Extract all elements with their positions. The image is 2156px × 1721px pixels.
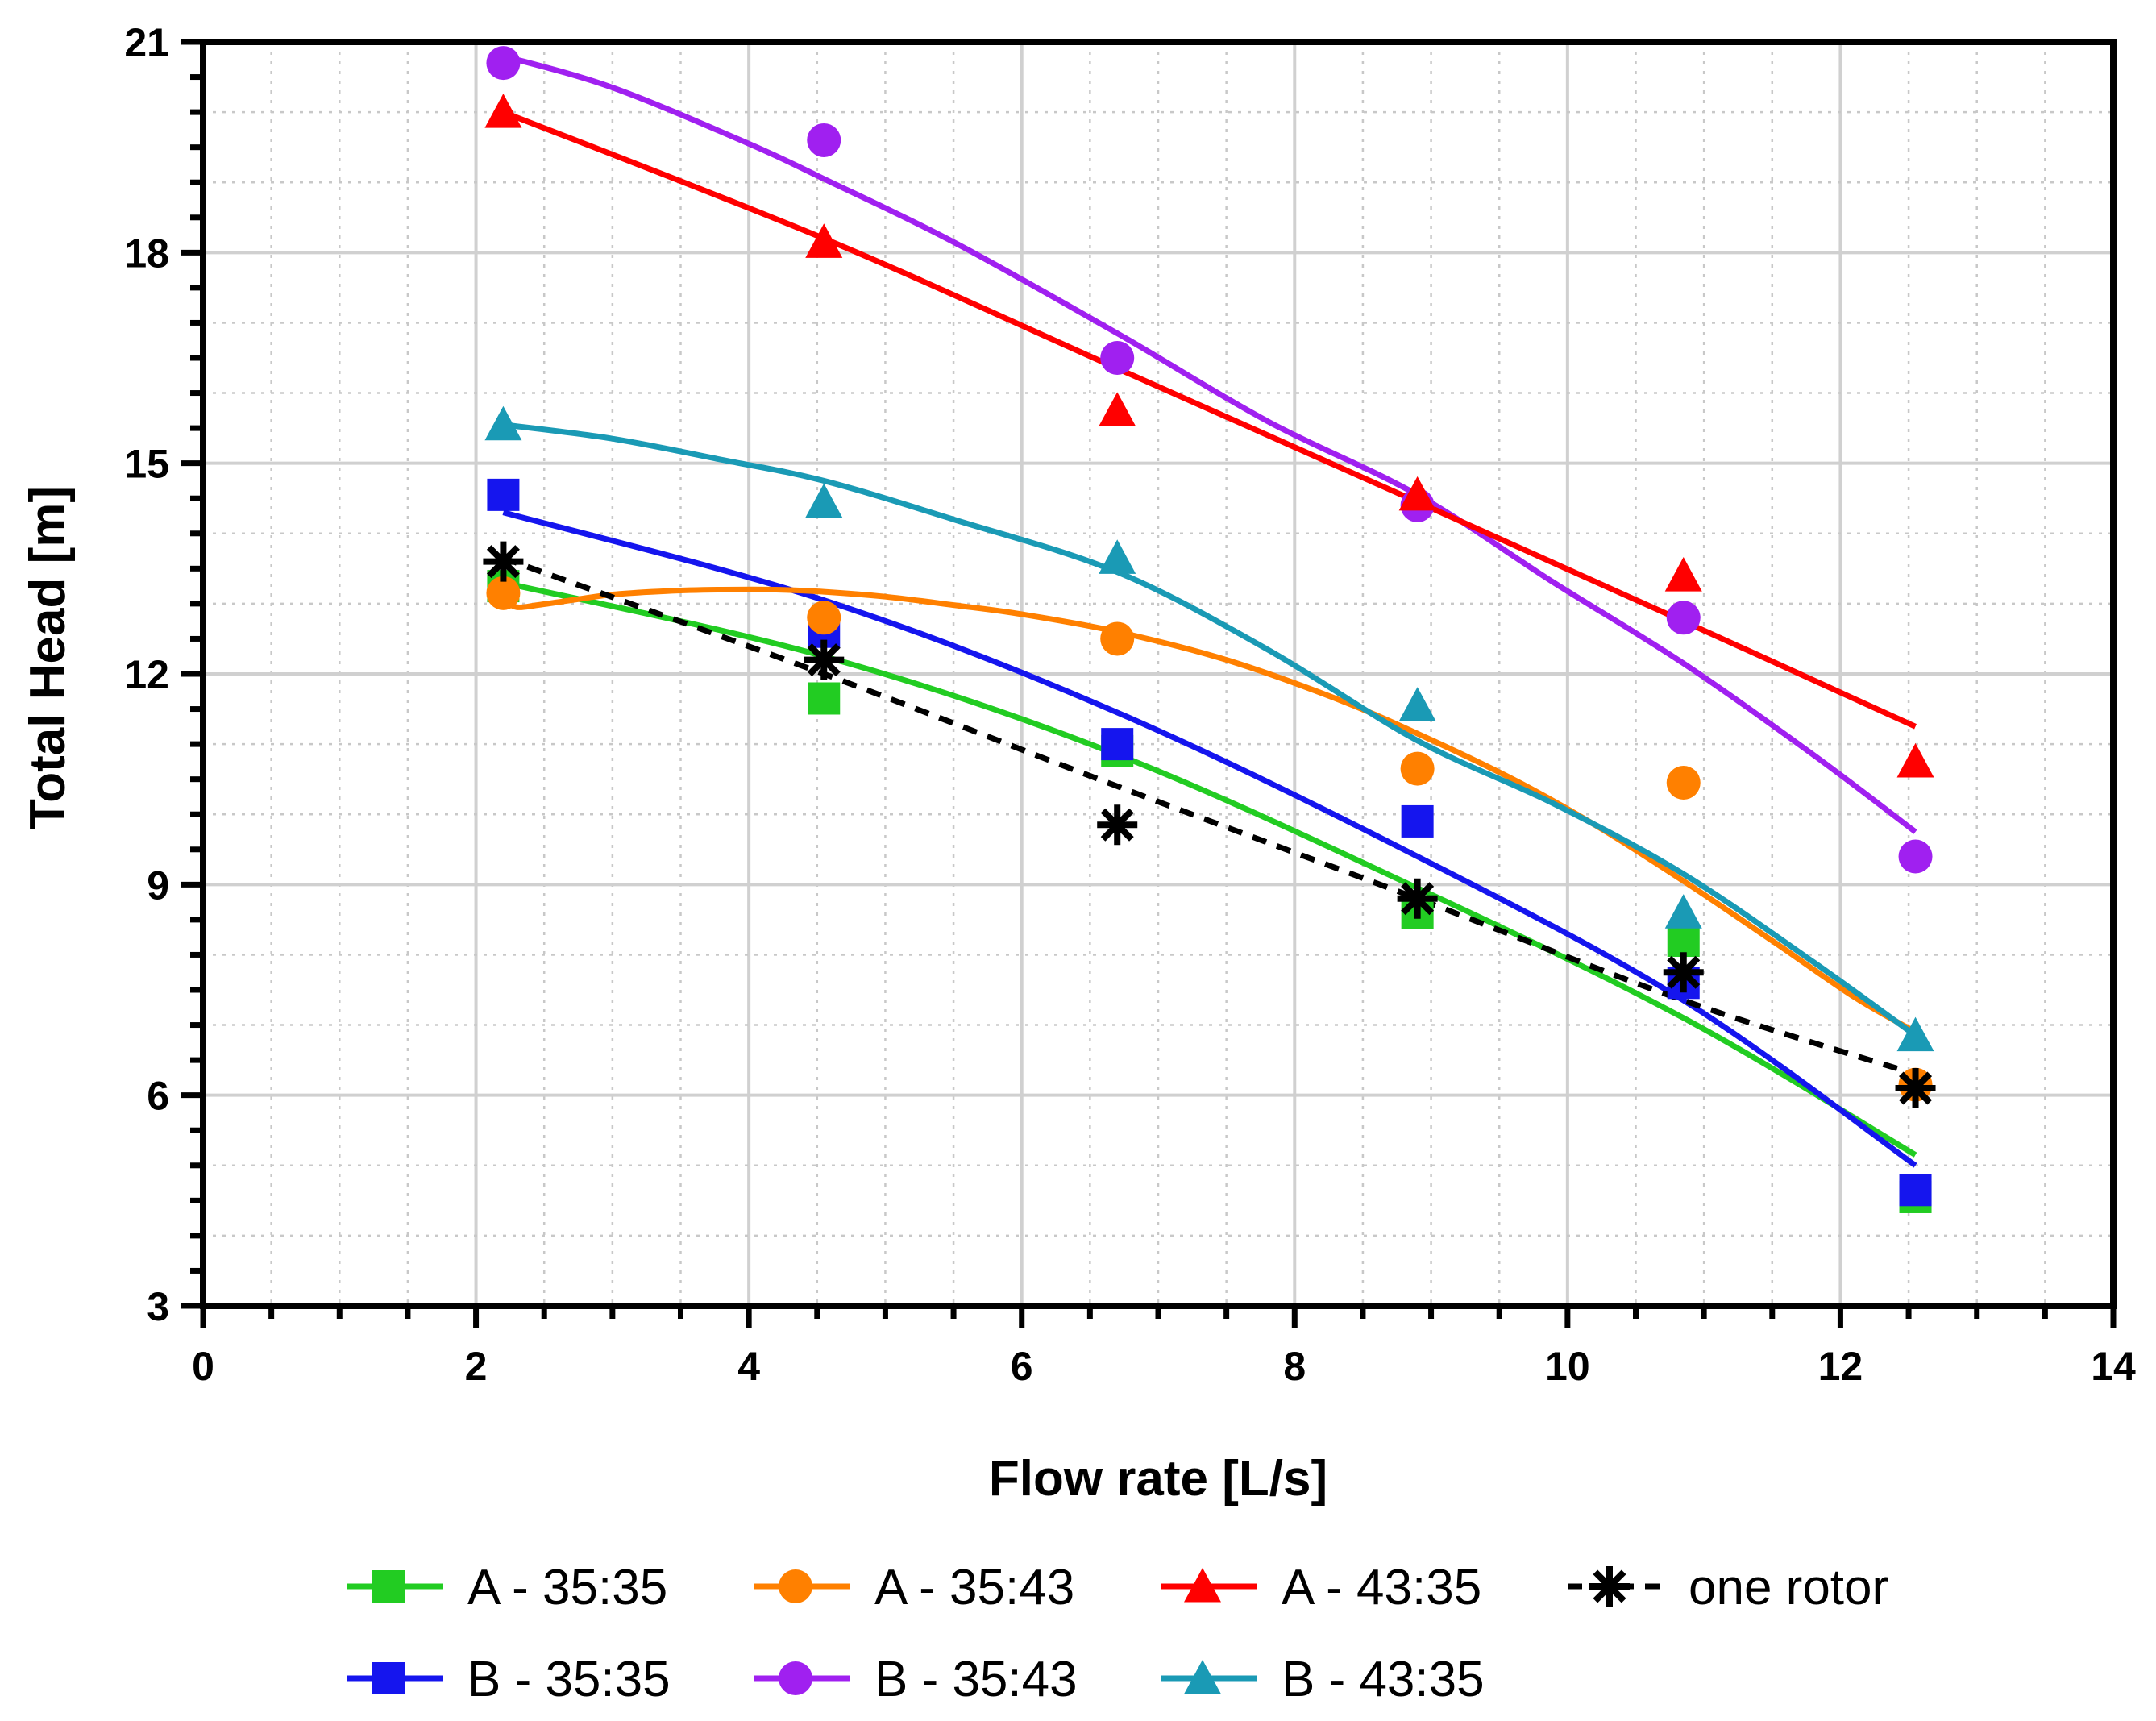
fit-line-one-rotor	[502, 555, 1917, 1077]
data-point-one-rotor	[483, 541, 524, 582]
legend-item-b-35-43: B - 35:43	[754, 1652, 1078, 1707]
legend-item-a-43-35: A - 43:35	[1161, 1560, 1481, 1615]
data-point-b-43-35	[1896, 1016, 1934, 1052]
x-tick-label: 4	[737, 1344, 760, 1389]
data-point-b-35-43	[1898, 839, 1933, 874]
legend-marker-circle-icon	[779, 1569, 812, 1603]
data-point-a-43-35	[805, 223, 843, 258]
legend-label: B - 35:43	[874, 1652, 1078, 1707]
data-point-b-43-35	[1099, 539, 1136, 574]
data-point-a-43-35	[484, 94, 522, 128]
data-point-one-rotor	[1895, 1067, 1936, 1108]
data-point-one-rotor	[1097, 804, 1138, 846]
data-point-b-35-43	[1100, 341, 1135, 375]
data-point-a-35-43	[1666, 766, 1701, 800]
data-point-a-35-43	[1100, 621, 1135, 656]
legend-item-a-35-35: A - 35:35	[347, 1560, 667, 1615]
fit-line-b-43-35	[502, 422, 1917, 1038]
data-point-b-43-35	[805, 483, 843, 518]
legend-item-one-rotor: one rotor	[1568, 1560, 1888, 1615]
fit-line-b-35-35	[502, 509, 1917, 1168]
legend-label: A - 35:43	[874, 1560, 1074, 1615]
x-axis-title: Flow rate [L/s]	[989, 1451, 1327, 1507]
grid-layer	[203, 42, 2113, 1306]
data-point-b-43-35	[1398, 687, 1436, 721]
ticks-layer	[181, 39, 2117, 1328]
legend-label: A - 43:35	[1282, 1560, 1481, 1615]
x-tick-label: 12	[1818, 1344, 1863, 1389]
data-point-one-rotor	[1663, 952, 1704, 993]
data-point-b-35-35	[1401, 804, 1434, 838]
legend-marker-triangle-icon	[1184, 1660, 1221, 1694]
x-tick-label: 14	[2091, 1344, 2136, 1389]
legend-label: one rotor	[1689, 1560, 1888, 1615]
x-tick-label: 0	[192, 1344, 214, 1389]
legend-item-b-43-35: B - 43:35	[1161, 1652, 1485, 1707]
legend-label: A - 35:35	[467, 1560, 667, 1615]
data-point-b-35-35	[1899, 1174, 1932, 1207]
legend-label: B - 43:35	[1282, 1652, 1485, 1707]
legend-item-a-35-43: A - 35:43	[754, 1560, 1074, 1615]
data-point-b-35-43	[486, 46, 521, 81]
legend: A - 35:35 A - 35:43 A - 43:35 one rotor B - …	[347, 1560, 1888, 1707]
data-point-a-43-35	[1664, 557, 1702, 592]
tick-labels-layer: 0 2 4 6 8 10 12 14 3 6 9 12 15 18 21	[124, 20, 2136, 1389]
data-point-a-35-43	[1400, 751, 1435, 786]
legend-marker-square-icon	[372, 1662, 405, 1694]
fit-line-a-35-43	[501, 586, 1917, 1035]
data-point-b-43-35	[1664, 894, 1702, 929]
y-tick-label: 15	[124, 442, 169, 487]
x-tick-label: 6	[1011, 1344, 1033, 1389]
y-tick-label: 9	[147, 863, 169, 908]
data-point-a-35-35	[808, 682, 841, 715]
fit-line-b-35-43	[502, 53, 1917, 834]
x-tick-label: 2	[465, 1344, 488, 1389]
data-point-one-rotor	[1397, 878, 1438, 919]
legend-item-b-35-35: B - 35:35	[347, 1652, 671, 1707]
data-markers-layer	[483, 46, 1936, 1213]
legend-marker-circle-icon	[779, 1661, 812, 1695]
legend-marker-square-icon	[372, 1570, 405, 1603]
y-axis-title: Total Head [m]	[20, 486, 76, 829]
data-point-a-35-35	[1667, 925, 1700, 958]
data-point-b-35-43	[1666, 601, 1701, 635]
legend-label: B - 35:35	[467, 1652, 671, 1707]
data-point-b-43-35	[484, 405, 522, 441]
data-point-a-35-43	[486, 576, 521, 610]
fit-lines-layer	[501, 53, 1917, 1168]
data-point-a-35-43	[807, 601, 841, 635]
data-point-b-35-35	[487, 478, 520, 511]
y-tick-label: 6	[147, 1074, 169, 1119]
data-point-one-rotor	[804, 639, 845, 680]
y-tick-label: 12	[124, 652, 169, 697]
fit-line-a-35-35	[502, 580, 1917, 1158]
x-tick-label: 10	[1545, 1344, 1590, 1389]
y-tick-label: 3	[147, 1284, 169, 1329]
legend-marker-asterisk-icon	[1589, 1566, 1630, 1607]
y-tick-label: 21	[124, 20, 169, 65]
legend-marker-triangle-icon	[1184, 1568, 1221, 1603]
x-tick-label: 8	[1283, 1344, 1306, 1389]
y-tick-label: 18	[124, 231, 169, 276]
data-point-a-43-35	[1398, 476, 1436, 511]
data-point-a-43-35	[1099, 392, 1136, 426]
data-point-b-35-43	[807, 123, 841, 157]
data-point-b-35-35	[1101, 728, 1134, 761]
data-point-a-43-35	[1896, 742, 1934, 778]
